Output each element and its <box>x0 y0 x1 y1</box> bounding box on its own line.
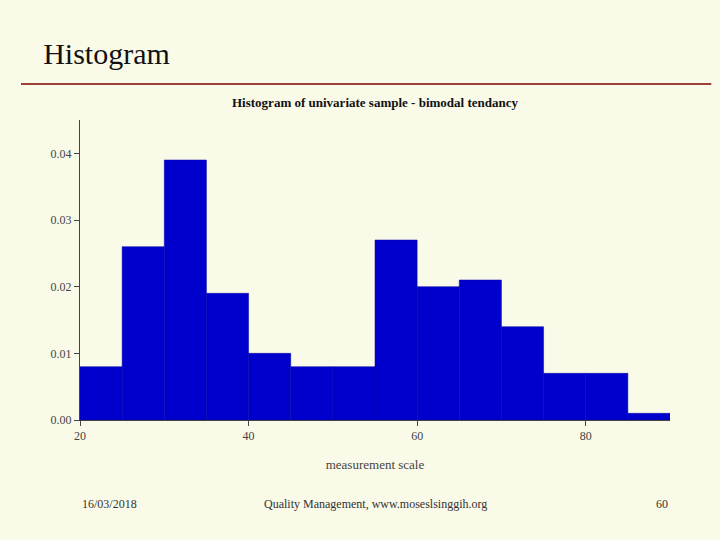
svg-text:Histogram: Histogram <box>43 37 170 70</box>
svg-text:0.04: 0.04 <box>51 147 72 161</box>
svg-text:60: 60 <box>411 429 423 443</box>
svg-text:0.01: 0.01 <box>51 347 72 361</box>
svg-text:60: 60 <box>656 497 668 511</box>
svg-text:80: 80 <box>580 429 592 443</box>
svg-text:Quality Management, www.mosesl: Quality Management, www.moseslsinggih.or… <box>264 497 487 511</box>
svg-text:40: 40 <box>243 429 255 443</box>
svg-text:Histogram of univariate sample: Histogram of univariate sample - bimodal… <box>232 95 518 110</box>
svg-text:0.03: 0.03 <box>51 213 72 227</box>
svg-text:0.00: 0.00 <box>51 413 72 427</box>
svg-text:0.02: 0.02 <box>51 280 72 294</box>
svg-text:16/03/2018: 16/03/2018 <box>82 497 137 511</box>
svg-text:20: 20 <box>74 429 86 443</box>
svg-text:measurement scale: measurement scale <box>326 457 425 472</box>
